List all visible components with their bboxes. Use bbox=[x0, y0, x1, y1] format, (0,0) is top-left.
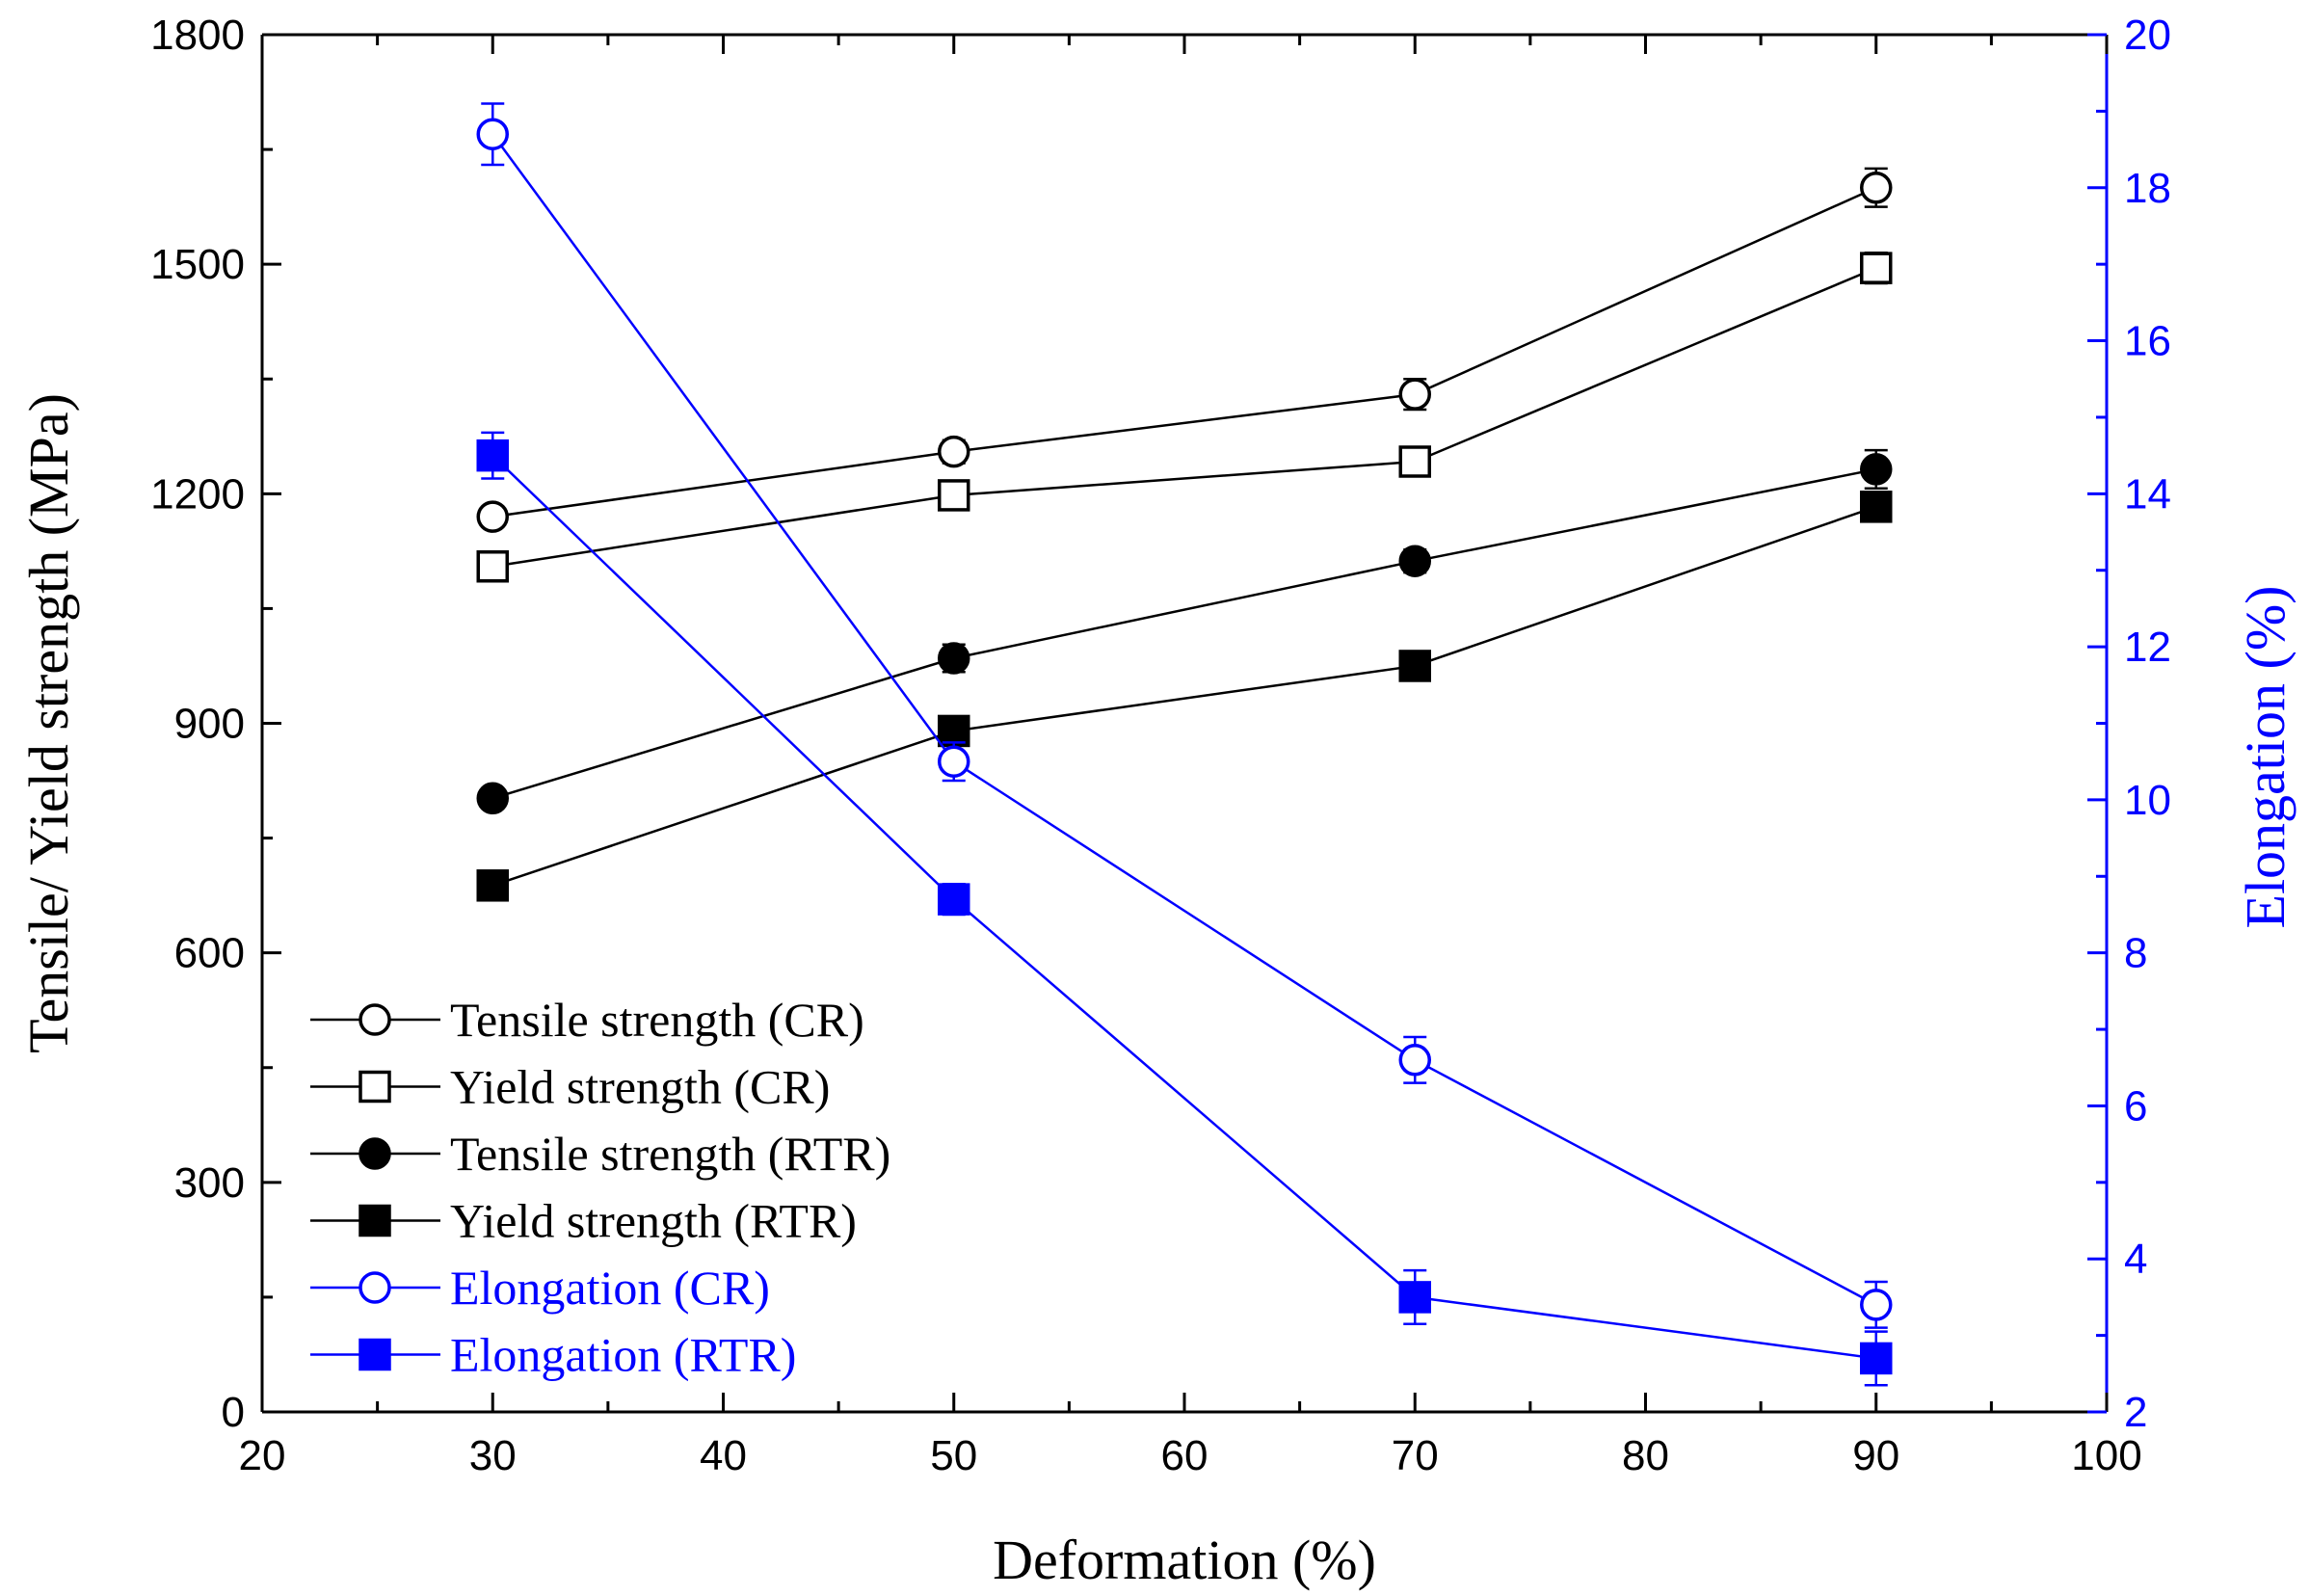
y-tick-label: 1800 bbox=[150, 12, 245, 59]
y2-tick-label: 6 bbox=[2124, 1082, 2147, 1130]
data-point bbox=[1860, 252, 1893, 284]
data-point bbox=[1860, 491, 1893, 523]
legend-item-0: Tensile strength (CR) bbox=[310, 993, 864, 1047]
legend-item-2: Tensile strength (RTR) bbox=[310, 1127, 890, 1181]
x-tick-label: 50 bbox=[930, 1432, 977, 1479]
legend-item-3: Yield strength (RTR) bbox=[310, 1194, 857, 1248]
data-point bbox=[938, 642, 970, 675]
x-tick-label: 60 bbox=[1161, 1432, 1208, 1479]
y2-tick-label: 10 bbox=[2124, 777, 2171, 824]
legend-item-5: Elongation (RTR) bbox=[310, 1328, 796, 1382]
data-point bbox=[1860, 1342, 1893, 1375]
series-line bbox=[492, 186, 1877, 519]
y2-tick-label: 4 bbox=[2124, 1236, 2147, 1283]
series-line bbox=[491, 467, 1876, 800]
series-3 bbox=[476, 491, 1893, 902]
x-tick-label: 100 bbox=[2071, 1432, 2141, 1479]
y2-tick-label: 20 bbox=[2124, 12, 2171, 59]
legend-marker bbox=[358, 1271, 391, 1304]
series-1 bbox=[476, 252, 1893, 583]
x-tick-label: 90 bbox=[1852, 1432, 1899, 1479]
y2-axis-title: Elongation (%) bbox=[2234, 586, 2297, 929]
x-tick-label: 20 bbox=[239, 1432, 286, 1479]
y-axis-title: Tensile/ Yield strength (MPa) bbox=[17, 393, 80, 1053]
y-tick-label: 1500 bbox=[150, 241, 245, 288]
y-tick-label: 1200 bbox=[150, 470, 245, 518]
series-5 bbox=[476, 431, 1893, 1387]
series-line bbox=[492, 266, 1877, 568]
x-tick-label: 70 bbox=[1392, 1432, 1439, 1479]
data-point bbox=[938, 745, 970, 778]
legend-label: Tensile strength (RTR) bbox=[450, 1127, 890, 1181]
y2-tick-label: 2 bbox=[2124, 1389, 2147, 1436]
data-point bbox=[1398, 545, 1431, 577]
data-point bbox=[1860, 172, 1893, 204]
axes: 20 30 40 50 60 70 80 90 100 0 300 600 900 1200 1500 180… bbox=[150, 12, 2171, 1479]
series-0 bbox=[476, 167, 1893, 533]
data-point bbox=[1398, 650, 1431, 682]
x-tick-label: 40 bbox=[700, 1432, 747, 1479]
series-2 bbox=[476, 448, 1893, 815]
y-tick-label: 0 bbox=[222, 1389, 245, 1436]
y2-tick-label: 18 bbox=[2124, 165, 2171, 212]
data-point bbox=[1398, 378, 1431, 411]
data-point bbox=[1398, 445, 1431, 478]
legend-label: Yield strength (CR) bbox=[450, 1060, 830, 1114]
data-point bbox=[476, 869, 509, 902]
legend-marker bbox=[358, 1070, 391, 1104]
y-tick-label: 900 bbox=[174, 701, 245, 748]
data-point bbox=[476, 118, 509, 150]
data-point bbox=[1860, 1289, 1893, 1321]
legend-label: Tensile strength (CR) bbox=[450, 993, 864, 1047]
data-point bbox=[1398, 1044, 1431, 1077]
legend-marker bbox=[358, 1338, 391, 1371]
legend-item-4: Elongation (CR) bbox=[310, 1261, 770, 1315]
legend: Tensile strength (CR) Yield strength (CR)… bbox=[310, 993, 890, 1382]
series-4 bbox=[476, 102, 1893, 1329]
legend-label: Elongation (CR) bbox=[450, 1261, 770, 1315]
legend-label: Yield strength (RTR) bbox=[450, 1194, 857, 1248]
data-point bbox=[476, 500, 509, 533]
data-point bbox=[476, 439, 509, 472]
data-point bbox=[1398, 1281, 1431, 1314]
data-point bbox=[1860, 453, 1893, 486]
y-tick-label: 300 bbox=[174, 1159, 245, 1207]
y2-tick-label: 12 bbox=[2124, 624, 2171, 671]
data-point bbox=[938, 479, 970, 512]
data-point bbox=[938, 714, 970, 748]
x-tick-label: 80 bbox=[1622, 1432, 1669, 1479]
data-point bbox=[476, 782, 509, 815]
y2-tick-label: 16 bbox=[2124, 318, 2171, 365]
series-layer bbox=[476, 102, 1893, 1387]
series-line bbox=[491, 505, 1877, 887]
data-point bbox=[476, 550, 509, 583]
x-tick-label: 30 bbox=[469, 1432, 517, 1479]
data-point bbox=[938, 883, 970, 916]
series-line bbox=[491, 454, 1876, 1360]
x-axis-title: Deformation (%) bbox=[993, 1529, 1376, 1591]
legend-marker bbox=[358, 1003, 391, 1036]
data-point bbox=[938, 435, 970, 468]
y-tick-label: 600 bbox=[174, 930, 245, 977]
legend-item-1: Yield strength (CR) bbox=[310, 1060, 830, 1114]
y2-tick-label: 8 bbox=[2124, 930, 2147, 977]
y2-tick-label: 14 bbox=[2124, 470, 2171, 518]
legend-marker bbox=[358, 1137, 391, 1170]
legend-marker bbox=[358, 1204, 391, 1237]
series-line bbox=[491, 133, 1877, 1306]
legend-label: Elongation (RTR) bbox=[450, 1328, 796, 1382]
